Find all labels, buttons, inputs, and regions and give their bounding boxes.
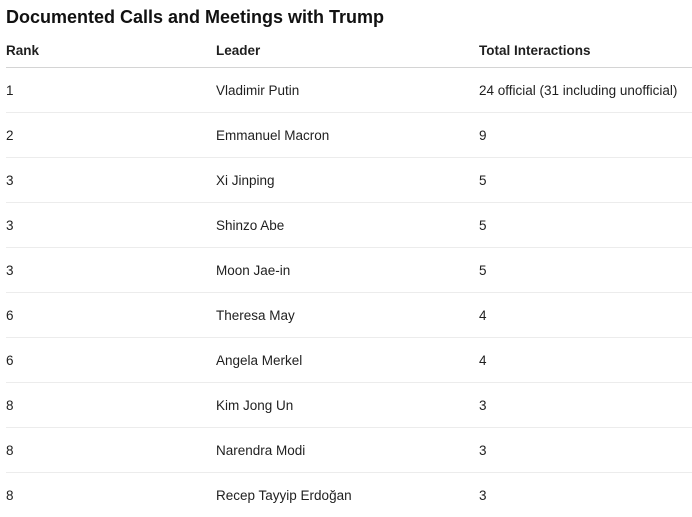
table-body: 1 Vladimir Putin 24 official (31 includi… xyxy=(6,68,692,517)
table-row: 6 Theresa May 4 xyxy=(6,293,692,338)
leader-cell: Moon Jae-in xyxy=(216,248,479,293)
leader-cell: Narendra Modi xyxy=(216,428,479,473)
rank-cell: 6 xyxy=(6,293,216,338)
table-row: 3 Shinzo Abe 5 xyxy=(6,203,692,248)
page-title: Documented Calls and Meetings with Trump xyxy=(6,0,692,34)
leader-cell: Kim Jong Un xyxy=(216,383,479,428)
table-header: Rank Leader Total Interactions xyxy=(6,34,692,68)
total-interactions-cell: 4 xyxy=(479,338,692,383)
leader-cell: Emmanuel Macron xyxy=(216,113,479,158)
table-row: 6 Angela Merkel 4 xyxy=(6,338,692,383)
rank-cell: 8 xyxy=(6,383,216,428)
rank-cell: 3 xyxy=(6,248,216,293)
total-interactions-cell: 5 xyxy=(479,248,692,293)
column-header-rank: Rank xyxy=(6,34,216,68)
rank-cell: 3 xyxy=(6,158,216,203)
column-header-leader: Leader xyxy=(216,34,479,68)
table-row: 8 Narendra Modi 3 xyxy=(6,428,692,473)
rank-cell: 6 xyxy=(6,338,216,383)
rank-cell: 1 xyxy=(6,68,216,113)
total-interactions-cell: 3 xyxy=(479,383,692,428)
leader-cell: Theresa May xyxy=(216,293,479,338)
header-row: Rank Leader Total Interactions xyxy=(6,34,692,68)
leaders-table: Rank Leader Total Interactions 1 Vladimi… xyxy=(6,34,692,517)
table-row: 8 Kim Jong Un 3 xyxy=(6,383,692,428)
total-interactions-cell: 5 xyxy=(479,203,692,248)
total-interactions-cell: 24 official (31 including unofficial) xyxy=(479,68,692,113)
leader-cell: Xi Jinping xyxy=(216,158,479,203)
total-interactions-cell: 4 xyxy=(479,293,692,338)
total-interactions-cell: 3 xyxy=(479,428,692,473)
leader-cell: Vladimir Putin xyxy=(216,68,479,113)
leader-cell: Shinzo Abe xyxy=(216,203,479,248)
rank-cell: 8 xyxy=(6,473,216,517)
rank-cell: 8 xyxy=(6,428,216,473)
rank-cell: 3 xyxy=(6,203,216,248)
table-row: 1 Vladimir Putin 24 official (31 includi… xyxy=(6,68,692,113)
total-interactions-cell: 5 xyxy=(479,158,692,203)
column-header-total-interactions: Total Interactions xyxy=(479,34,692,68)
total-interactions-cell: 9 xyxy=(479,113,692,158)
leader-cell: Recep Tayyip Erdoğan xyxy=(216,473,479,517)
rank-cell: 2 xyxy=(6,113,216,158)
table-row: 3 Xi Jinping 5 xyxy=(6,158,692,203)
table-row: 3 Moon Jae-in 5 xyxy=(6,248,692,293)
table-row: 2 Emmanuel Macron 9 xyxy=(6,113,692,158)
total-interactions-cell: 3 xyxy=(479,473,692,517)
leader-cell: Angela Merkel xyxy=(216,338,479,383)
table-row: 8 Recep Tayyip Erdoğan 3 xyxy=(6,473,692,517)
